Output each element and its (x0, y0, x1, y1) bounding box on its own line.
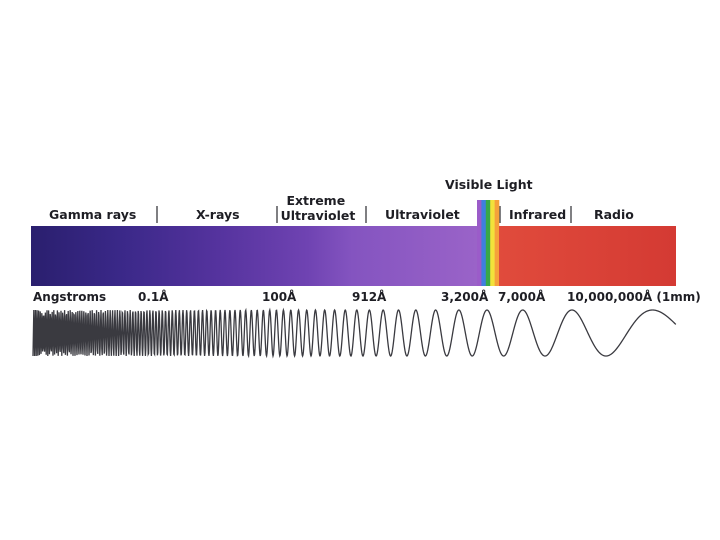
visible-light-stripe (485, 200, 491, 286)
tick-label-3200a: 3,200Å (441, 289, 489, 304)
visible-light-stripe (481, 200, 487, 286)
band-label-radio: Radio (594, 207, 634, 222)
visible-light-stripe (490, 200, 495, 286)
visible-light-label: Visible Light (445, 177, 533, 192)
tick-label-0-1a: 0.1Å (138, 289, 169, 304)
spectrum-bar-uv-side (31, 226, 477, 286)
band-label-extreme-ultraviolet: Extreme Ultraviolet (281, 193, 356, 223)
tick-label-7000a: 7,000Å (498, 289, 546, 304)
tick-label-10000000a-1mm: 10,000,000Å (1mm) (567, 289, 701, 304)
spectrum-bar-infrared-radio (499, 226, 676, 286)
visible-light-stripes (477, 200, 500, 286)
band-label-infrared: Infrared (509, 207, 566, 222)
unit-label: Angstroms (33, 290, 106, 304)
band-label-x-rays: X-rays (196, 207, 240, 222)
wavelength-wave (32, 307, 677, 359)
band-label-ultraviolet: Ultraviolet (385, 207, 460, 222)
tick-label-912a: 912Å (352, 289, 387, 304)
visible-light-stripe (494, 200, 500, 286)
tick-label-100a: 100Å (262, 289, 297, 304)
visible-light-stripe (477, 200, 482, 286)
band-label-gamma-rays: Gamma rays (49, 207, 136, 222)
